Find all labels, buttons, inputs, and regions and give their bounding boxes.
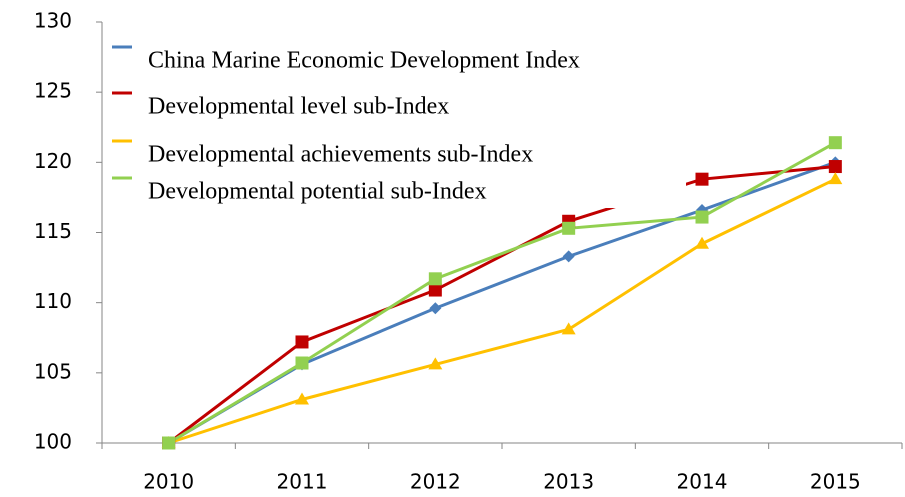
marker	[295, 392, 309, 405]
marker	[562, 250, 575, 263]
marker	[429, 302, 442, 315]
legend-label: Developmental achievements sub-Index	[148, 142, 533, 168]
x-tick-label: 2014	[677, 470, 728, 494]
x-tick-label: 2011	[277, 470, 328, 494]
y-tick-label: 130	[34, 9, 72, 33]
y-tick-label: 105	[34, 359, 72, 383]
legend-label: China Marine Economic Development Index	[148, 48, 580, 74]
x-tick-label: 2010	[143, 470, 194, 494]
y-tick-label: 120	[34, 149, 72, 173]
series-line	[167, 141, 837, 445]
marker	[428, 357, 443, 370]
marker	[562, 221, 576, 235]
legend-label: Developmental potential sub-Index	[148, 179, 487, 205]
marker	[828, 172, 843, 185]
marker	[162, 436, 176, 450]
marker	[428, 272, 442, 286]
y-tick-label: 110	[34, 289, 72, 313]
x-tick-label: 2015	[810, 470, 861, 494]
y-tick-label: 115	[34, 219, 72, 243]
marker	[695, 210, 709, 224]
marker	[295, 356, 309, 370]
marker	[295, 335, 309, 349]
series-line	[168, 177, 836, 445]
marker	[695, 172, 709, 186]
x-tick-label: 2013	[543, 470, 594, 494]
x-tick-label: 2012	[410, 470, 461, 494]
legend-label: Developmental level sub-Index	[148, 94, 449, 120]
y-tick-label: 125	[34, 79, 72, 103]
marker	[695, 236, 709, 249]
y-tick-label: 100	[34, 430, 72, 454]
marker	[828, 160, 842, 174]
marker	[561, 322, 576, 335]
series-line	[167, 165, 836, 445]
marker	[428, 283, 442, 297]
legend-box	[103, 30, 686, 208]
marker	[828, 136, 842, 150]
